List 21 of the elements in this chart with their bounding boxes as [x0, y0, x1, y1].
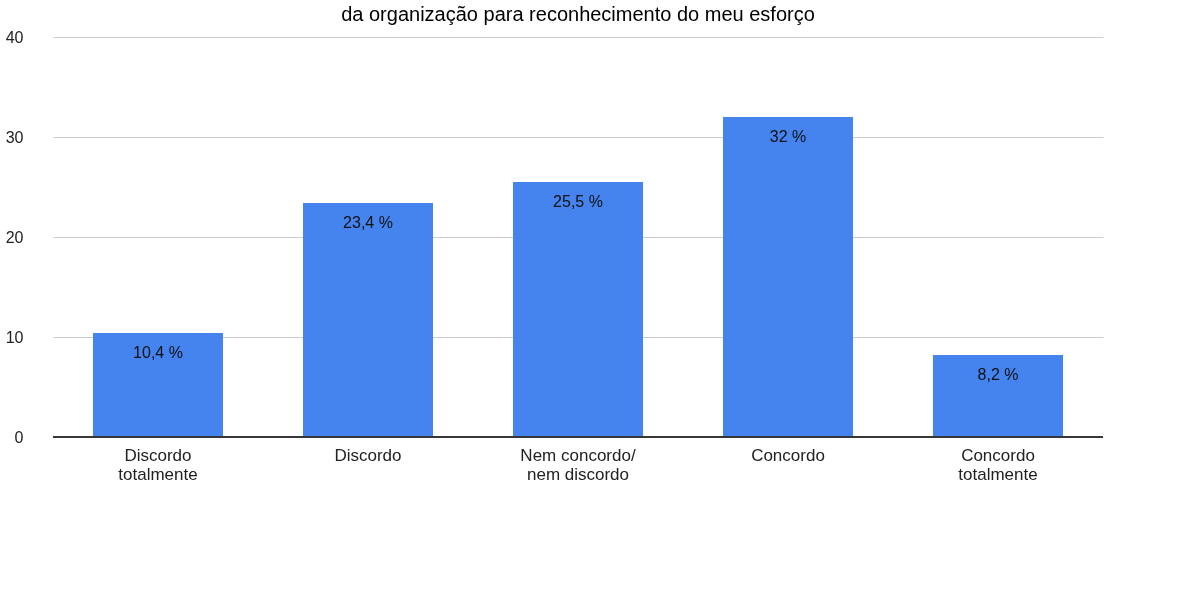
- data-label: 8,2 %: [977, 366, 1019, 383]
- y-tick-label: 0: [14, 428, 24, 446]
- bar: [513, 182, 643, 437]
- data-label: 25,5 %: [553, 193, 603, 210]
- chart-title: da organização para reconhecimento do meu esforço: [341, 3, 815, 25]
- bar: [93, 333, 223, 437]
- x-tick-label: Concordo: [751, 445, 825, 465]
- x-tick-label: Nem concordo/nem discordo: [520, 445, 636, 484]
- y-tick-label: 30: [5, 128, 24, 146]
- bar: [933, 355, 1063, 437]
- data-label: 10,4 %: [133, 344, 183, 361]
- x-tick-label: Discordo totalmente: [118, 445, 198, 484]
- x-tick-label: Concordo totalmente: [958, 445, 1038, 484]
- y-tick-label: 10: [5, 328, 24, 346]
- bar: [723, 117, 853, 437]
- y-tick-label: 40: [5, 28, 24, 46]
- data-label: 23,4 %: [343, 214, 393, 231]
- data-label: 32 %: [769, 128, 807, 145]
- y-tick-label: 20: [5, 228, 24, 246]
- bar: [303, 203, 433, 437]
- x-tick-label: Discordo: [334, 445, 402, 465]
